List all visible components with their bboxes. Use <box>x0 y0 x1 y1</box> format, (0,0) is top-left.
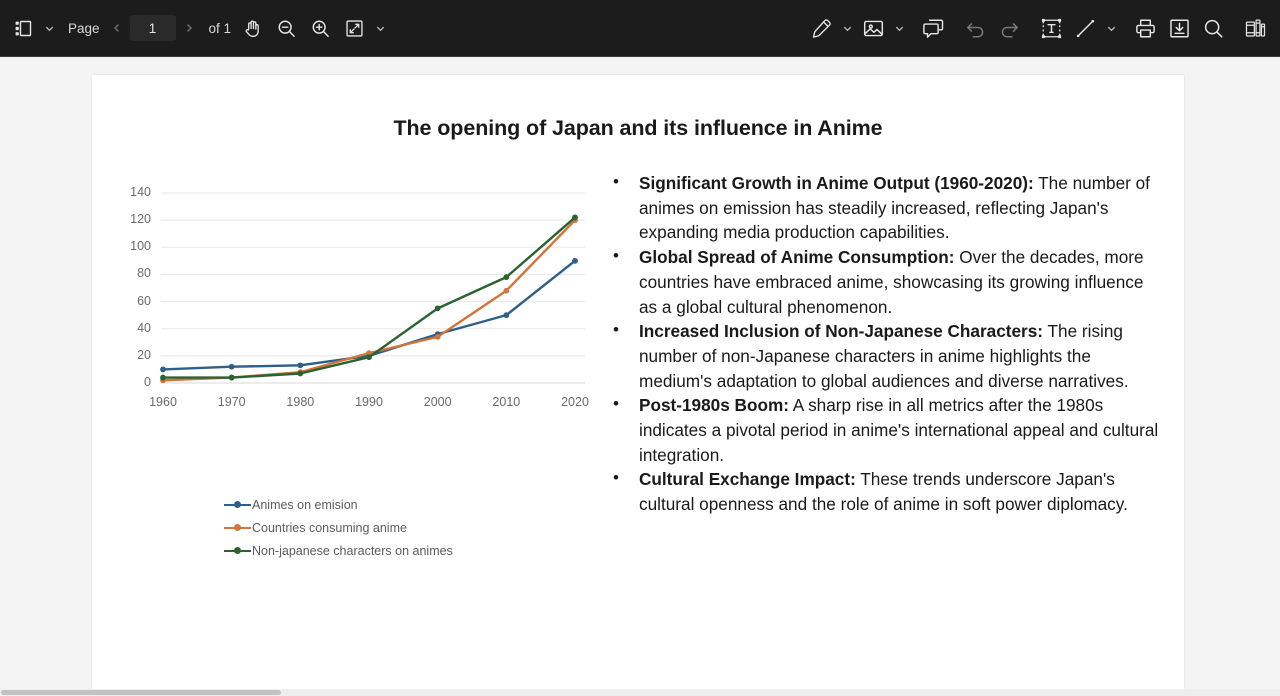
list-item-body: These trends underscore Japan's cultural… <box>639 469 1128 515</box>
search-icon[interactable] <box>1196 11 1230 45</box>
image-icon[interactable] <box>856 11 890 45</box>
data-point <box>366 350 372 357</box>
line-tool-icon[interactable] <box>1068 11 1102 45</box>
scrollbar-thumb[interactable] <box>1 690 281 695</box>
chart-gridlines <box>161 192 585 384</box>
x-axis-tick-label: 2010 <box>492 395 521 409</box>
chart-canvas <box>160 192 585 384</box>
toolbar-left-group: Page 1 of 1 <box>0 11 389 45</box>
document-viewport[interactable]: The opening of Japan and its influence i… <box>0 57 1280 689</box>
fit-chevron-down-icon[interactable] <box>371 11 389 45</box>
data-point <box>366 354 372 361</box>
y-axis-tick-label: 40 <box>137 320 151 335</box>
chart-series-layer <box>160 214 578 384</box>
x-axis-tick-label: 1990 <box>355 395 383 409</box>
y-axis-tick-label: 100 <box>130 239 151 254</box>
x-axis-tick-label: 2000 <box>423 395 452 409</box>
data-point <box>572 214 578 221</box>
line-chevron-down-icon[interactable] <box>1102 11 1120 45</box>
data-point <box>297 370 304 377</box>
pencil-chevron-down-icon[interactable] <box>838 11 856 45</box>
data-point <box>297 362 304 369</box>
y-axis-tick-label: 60 <box>137 293 151 308</box>
x-axis-tick-label: 1970 <box>217 395 246 409</box>
comment-stamp-icon[interactable] <box>916 11 950 45</box>
x-axis-tick-label: 2020 <box>561 395 589 409</box>
redo-icon[interactable] <box>992 11 1026 45</box>
data-point <box>503 312 510 319</box>
legend-swatch-icon <box>224 522 251 534</box>
download-icon[interactable] <box>1162 11 1196 45</box>
legend-label: Animes on emision <box>252 497 358 512</box>
list-item-heading: Significant Growth in Anime Output (1960… <box>639 173 1034 193</box>
slide-page: The opening of Japan and its influence i… <box>92 75 1184 689</box>
list-item: Global Spread of Anime Consumption: Over… <box>604 244 1164 319</box>
x-axis-tick-label: 1960 <box>149 395 177 409</box>
list-item: Increased Inclusion of Non-Japanese Char… <box>604 318 1164 393</box>
list-item: Significant Growth in Anime Output (1960… <box>604 170 1164 245</box>
data-point <box>503 287 510 294</box>
pencil-icon[interactable] <box>804 11 838 45</box>
list-item-heading: Increased Inclusion of Non-Japanese Char… <box>639 321 1044 342</box>
text-box-icon[interactable] <box>1034 11 1068 45</box>
page-label: Page <box>68 20 100 36</box>
data-point <box>160 374 166 381</box>
legend-item: Animes on emision <box>224 493 453 516</box>
legend-item: Countries consuming anime <box>224 516 453 539</box>
undo-icon[interactable] <box>958 11 992 45</box>
list-item-heading: Post-1980s Boom: <box>639 395 789 416</box>
print-icon[interactable] <box>1128 11 1162 45</box>
list-item-body: A sharp rise in all metrics after the 19… <box>639 395 1159 465</box>
data-point <box>228 363 235 370</box>
data-point <box>503 274 510 281</box>
zoom-out-icon[interactable] <box>269 11 303 45</box>
main-toolbar: Page 1 of 1 <box>0 0 1280 57</box>
list-item: Cultural Exchange Impact: These trends u… <box>604 466 1164 516</box>
page-total-label: of 1 <box>208 20 232 36</box>
list-item-body: The number of animes on emission has ste… <box>639 173 1150 243</box>
hand-icon[interactable] <box>235 11 269 45</box>
data-point <box>228 374 235 381</box>
sidebar-chevron-down-icon[interactable] <box>40 11 58 45</box>
line-chart: 0 20 40 60 80 100 120 140 1960 1970 1980 1990 2000 2… <box>113 183 613 583</box>
legend-label: Countries consuming anime <box>252 520 407 535</box>
list-item-heading: Cultural Exchange Impact: <box>639 469 856 490</box>
sidebar-panel-icon[interactable] <box>6 11 40 45</box>
data-point <box>160 366 166 373</box>
toolbar-right-group <box>804 11 1280 45</box>
data-point <box>572 257 578 264</box>
prev-page-chevron-left-icon[interactable] <box>106 13 128 43</box>
legend-item: Non-japanese characters on animes <box>224 539 453 562</box>
next-page-chevron-right-icon[interactable] <box>178 13 200 43</box>
list-item: Post-1980s Boom: A sharp rise in all met… <box>604 392 1164 467</box>
legend-label: Non-japanese characters on animes <box>252 543 453 558</box>
zoom-in-icon[interactable] <box>303 11 337 45</box>
list-item-heading: Global Spread of Anime Consumption: <box>639 247 955 268</box>
page-number-input[interactable]: 1 <box>129 15 176 41</box>
chart-legend: Animes on emision Countries consuming ani… <box>224 493 453 562</box>
data-point <box>434 305 441 312</box>
y-axis-tick-label: 120 <box>130 212 151 227</box>
fit-page-icon[interactable] <box>337 11 371 45</box>
legend-swatch-icon <box>224 545 251 557</box>
y-axis-tick-label: 20 <box>137 347 151 362</box>
data-point <box>434 333 441 340</box>
library-icon[interactable] <box>1238 11 1272 45</box>
horizontal-scrollbar[interactable] <box>0 689 1280 696</box>
bullet-list: Significant Growth in Anime Output (1960… <box>604 170 1164 517</box>
y-axis-tick-label: 80 <box>137 266 151 281</box>
image-chevron-down-icon[interactable] <box>890 11 908 45</box>
y-axis-tick-label: 0 <box>144 375 151 389</box>
legend-swatch-icon <box>224 499 251 511</box>
list-item-body: Over the decades, more countries have em… <box>639 247 1144 317</box>
y-axis-tick-label: 140 <box>130 185 151 199</box>
list-item-body: The rising number of non-Japanese charac… <box>639 321 1129 391</box>
x-axis-tick-label: 1980 <box>286 395 315 409</box>
page-title: The opening of Japan and its influence i… <box>393 116 883 140</box>
